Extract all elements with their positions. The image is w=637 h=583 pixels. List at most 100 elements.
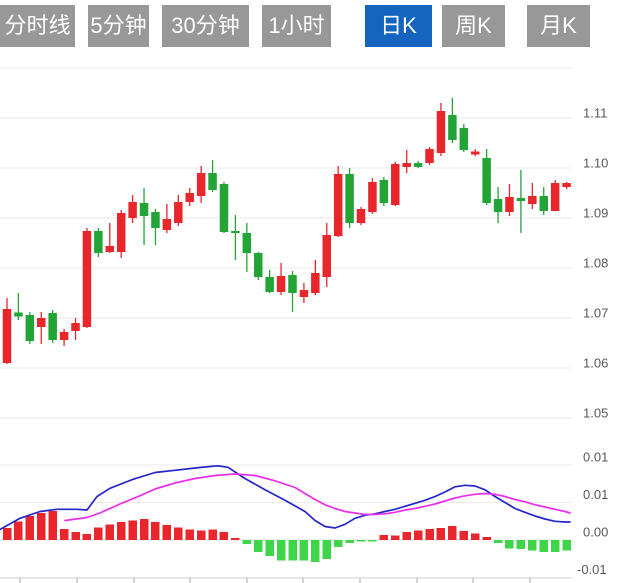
candle-body [59, 332, 69, 340]
tab-monthly[interactable]: 月K [527, 5, 590, 47]
candle-body [82, 231, 92, 327]
price-axis-label: 1.09 [583, 205, 608, 220]
candle-body [48, 313, 57, 340]
macd-histogram-bar [162, 525, 172, 540]
macd-histogram-bar [562, 540, 571, 551]
tab-daily[interactable]: 日K [365, 5, 432, 47]
candle-body [288, 275, 297, 293]
price-axis-label: 1.11 [583, 105, 607, 120]
candle-body [322, 235, 332, 277]
macd-histogram-bar [402, 531, 411, 540]
macd-histogram-bar [151, 522, 160, 540]
macd-histogram-bar [231, 537, 240, 540]
macd-histogram-bar [219, 531, 229, 540]
tab-1hour[interactable]: 1小时 [262, 5, 331, 47]
candle-body [299, 290, 309, 297]
macd-histogram-bar [550, 540, 560, 552]
macd-histogram-bar [174, 527, 183, 540]
candle-body [162, 219, 172, 230]
price-axis-label: 1.07 [583, 305, 608, 320]
macd-histogram-bar [276, 540, 286, 561]
macd-histogram-bar [48, 510, 57, 540]
macd-histogram-bar [253, 540, 263, 552]
candle-body [550, 183, 560, 211]
macd-histogram-bar [448, 525, 457, 540]
macd-histogram-bar [425, 528, 434, 540]
macd-histogram-bar [116, 522, 126, 540]
macd-histogram-bar [185, 529, 194, 540]
macd-histogram-bar [242, 540, 252, 544]
macd-histogram-bar [139, 519, 149, 540]
tab-weekly[interactable]: 周K [442, 5, 505, 47]
candle-body [311, 273, 320, 293]
candle-body [139, 203, 149, 216]
macd-histogram-bar [128, 520, 137, 540]
candle-body [265, 277, 274, 292]
candle-body [413, 163, 423, 167]
candle-body [116, 213, 126, 252]
macd-histogram-bar [311, 540, 320, 562]
candle-body [402, 163, 411, 167]
macd-histogram-bar [208, 529, 217, 540]
price-axis-label: 1.10 [583, 155, 608, 170]
candle-body [391, 164, 400, 205]
candle-body [174, 202, 183, 223]
macd-histogram-bar [265, 540, 274, 556]
macd-histogram-bar [299, 540, 309, 561]
candle-body [379, 180, 389, 203]
macd-histogram-bar [25, 516, 35, 540]
tab-timeline[interactable]: 分时线 [0, 5, 75, 47]
candle-body [128, 202, 137, 218]
macd-histogram-bar [459, 531, 469, 540]
price-axis-label: 1.08 [583, 255, 608, 270]
candle-body [505, 197, 514, 212]
macd-histogram-bar [528, 540, 537, 551]
macd-axis-label: 0.01 [583, 487, 608, 502]
candle-body [356, 209, 366, 223]
macd-histogram-bar [505, 540, 514, 549]
candle-body [185, 193, 194, 202]
macd-histogram-bar [288, 540, 297, 561]
candle-body [231, 231, 240, 233]
candle-body [94, 231, 103, 253]
macd-histogram-bar [37, 513, 46, 540]
price-axis-label: 1.05 [583, 405, 608, 420]
macd-histogram-bar [2, 528, 12, 540]
candle-body [105, 246, 115, 252]
macd-axis-label: 0.01 [583, 449, 608, 464]
candle-body [425, 149, 434, 163]
candle-body [436, 111, 446, 153]
candle-body [516, 198, 526, 201]
candle-body [276, 276, 286, 292]
macd-histogram-bar [333, 540, 343, 547]
candle-body [253, 253, 263, 277]
candle-body [71, 323, 80, 331]
candle-body [459, 128, 469, 150]
macd-histogram-bar [105, 524, 115, 540]
candle-body [196, 173, 206, 196]
candle-body [448, 115, 457, 140]
tab-5min[interactable]: 5分钟 [88, 5, 149, 47]
macd-histogram-bar [470, 533, 480, 540]
macd-histogram-bar [539, 540, 548, 552]
candle-body [242, 233, 252, 253]
candle-body [482, 158, 491, 203]
candle-body [345, 174, 354, 223]
candle-body [333, 174, 343, 236]
tab-30min[interactable]: 30分钟 [162, 5, 249, 47]
candle-body [539, 196, 548, 211]
macd-axis-label: 0.00 [583, 524, 608, 539]
macd-histogram-bar [368, 540, 377, 542]
candle-body [493, 199, 503, 212]
macd-histogram-bar [59, 528, 69, 540]
macd-dea-line [64, 473, 571, 522]
candle-body [562, 183, 571, 187]
macd-axis-label: -0.01 [577, 562, 607, 577]
candle-body [470, 151, 480, 155]
candle-body [14, 312, 23, 317]
macd-histogram-bar [356, 540, 366, 542]
macd-histogram-bar [322, 540, 332, 559]
macd-histogram-bar [82, 534, 92, 540]
